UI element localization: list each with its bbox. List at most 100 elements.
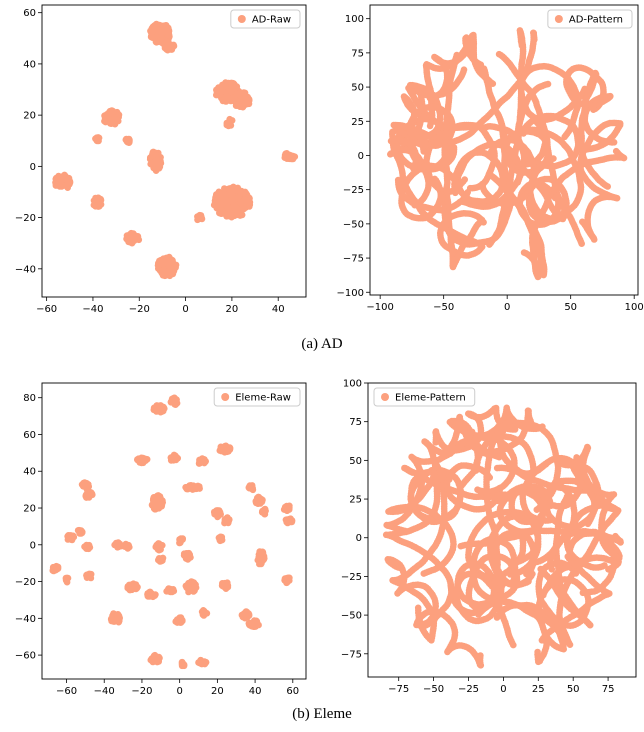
cluster — [148, 492, 166, 513]
data-point — [251, 617, 258, 624]
data-point — [184, 484, 191, 491]
x-tick-label: 60 — [286, 686, 299, 697]
data-point — [232, 102, 240, 109]
x-tick-label: 0 — [182, 304, 188, 315]
data-point — [109, 109, 117, 117]
data-point — [147, 656, 155, 664]
data-point — [124, 584, 131, 592]
y-tick-label: −40 — [15, 614, 36, 625]
cluster — [152, 540, 166, 554]
x-tick-label: 20 — [226, 304, 239, 315]
data-point — [167, 45, 174, 53]
data-point — [261, 505, 269, 513]
points-layer — [49, 394, 296, 670]
x-tick-label: 40 — [272, 304, 285, 315]
data-point — [165, 267, 172, 275]
data-point — [90, 201, 98, 209]
legend-marker — [554, 15, 563, 23]
y-tick-label: −75 — [343, 254, 364, 265]
cluster — [281, 150, 299, 163]
data-point — [159, 407, 167, 415]
data-point — [241, 90, 248, 97]
data-point — [220, 447, 227, 455]
strand — [487, 172, 548, 279]
data-point — [213, 191, 220, 198]
data-point — [220, 96, 228, 103]
data-point — [125, 542, 132, 550]
cluster — [195, 455, 209, 467]
data-point — [420, 148, 427, 155]
data-point — [225, 205, 232, 212]
legend-label: AD-Pattern — [569, 15, 623, 26]
data-point — [154, 544, 161, 551]
data-point — [213, 86, 220, 94]
data-point — [127, 229, 135, 237]
data-point — [231, 94, 238, 101]
y-tick-label: 60 — [23, 430, 36, 441]
data-point — [97, 195, 104, 203]
data-point — [151, 592, 159, 599]
data-point — [225, 190, 233, 198]
data-point — [153, 408, 160, 415]
data-point — [283, 506, 290, 514]
data-point — [153, 38, 160, 45]
data-point — [281, 154, 289, 161]
caption-a: (a) AD — [301, 336, 343, 352]
plot-frame — [41, 382, 307, 680]
data-point — [188, 586, 195, 594]
strand — [441, 51, 486, 271]
cluster — [172, 614, 186, 626]
y-tick-label: −20 — [15, 577, 36, 588]
legend-ad-raw: AD-Raw — [230, 9, 301, 29]
cluster — [281, 574, 293, 587]
legend-box — [230, 9, 301, 29]
legend-marker — [237, 15, 246, 23]
data-point — [150, 503, 158, 510]
data-point — [66, 178, 74, 185]
cluster — [150, 402, 168, 416]
legend-label: AD-Raw — [252, 15, 291, 26]
cluster — [134, 454, 151, 467]
data-point — [63, 577, 70, 585]
cluster — [245, 482, 257, 494]
data-point — [150, 497, 157, 505]
x-tick-label: 100 — [625, 302, 644, 313]
x-tick-label: −20 — [129, 304, 150, 315]
cluster — [210, 507, 224, 521]
data-point — [241, 611, 249, 618]
data-point — [233, 206, 241, 214]
plot-frame — [41, 4, 307, 298]
data-point — [284, 577, 292, 584]
y-tick-label: 0 — [30, 162, 36, 173]
data-point — [159, 557, 166, 564]
data-point — [516, 126, 524, 134]
data-point — [217, 210, 225, 217]
data-point — [176, 537, 183, 545]
data-point — [179, 662, 186, 669]
cluster — [101, 107, 123, 128]
data-point — [488, 148, 495, 155]
data-point — [157, 157, 164, 165]
x-tick-label: 0 — [176, 686, 182, 697]
data-point — [518, 42, 526, 49]
cluster — [198, 607, 211, 619]
data-point — [198, 214, 205, 221]
data-point — [502, 184, 509, 192]
cluster — [62, 574, 72, 586]
cluster — [161, 38, 178, 54]
data-point — [431, 175, 438, 183]
y-tick-label: 50 — [351, 83, 364, 94]
points-layer — [52, 20, 299, 280]
data-point — [228, 79, 235, 87]
data-point — [171, 394, 178, 402]
y-tick-label: 40 — [23, 467, 36, 478]
x-tick-label: 0 — [504, 302, 510, 313]
cluster — [83, 570, 95, 582]
data-point — [254, 499, 262, 507]
data-point — [148, 160, 156, 167]
data-point — [218, 534, 225, 542]
cluster — [49, 562, 62, 575]
cluster — [182, 482, 203, 493]
